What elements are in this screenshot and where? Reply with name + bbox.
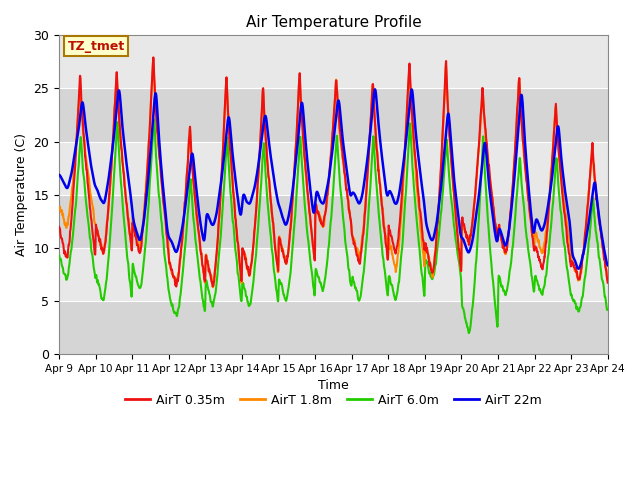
Legend: AirT 0.35m, AirT 1.8m, AirT 6.0m, AirT 22m: AirT 0.35m, AirT 1.8m, AirT 6.0m, AirT 2… xyxy=(120,389,547,412)
Bar xyxy=(59,248,608,301)
Text: TZ_tmet: TZ_tmet xyxy=(67,40,125,53)
Y-axis label: Air Temperature (C): Air Temperature (C) xyxy=(15,133,28,256)
Bar xyxy=(59,301,608,354)
Title: Air Temperature Profile: Air Temperature Profile xyxy=(246,15,421,30)
X-axis label: Time: Time xyxy=(318,379,349,393)
Bar xyxy=(59,142,608,195)
Bar xyxy=(59,36,608,88)
Bar xyxy=(59,195,608,248)
Bar xyxy=(59,88,608,142)
